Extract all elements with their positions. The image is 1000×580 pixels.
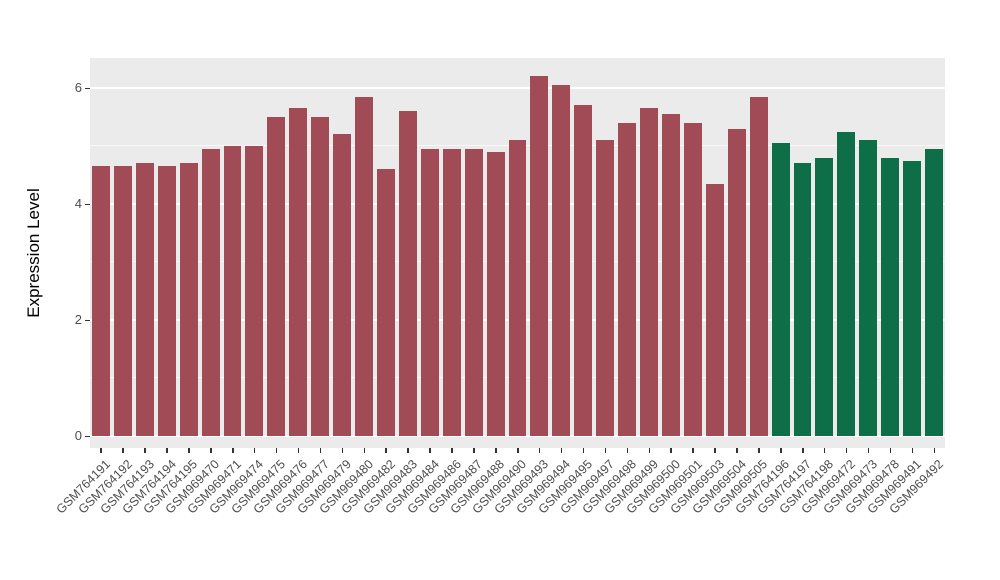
x-axis-tick [670,448,672,453]
x-axis-tick [845,448,848,453]
y-tick-label: 6 [74,80,82,95]
x-axis-tick [495,448,497,453]
bar [245,146,264,436]
bar [91,166,110,436]
x-axis-tick [122,448,124,453]
gridline-major [90,87,945,89]
bar [442,148,461,436]
x-axis-tick [166,448,168,453]
x-axis-tick [297,448,300,453]
bar [311,117,330,436]
bar [464,148,483,436]
bar [837,131,856,436]
bar [727,128,746,436]
bar [376,169,395,436]
bar [771,143,790,436]
x-axis-tick [275,448,278,453]
x-axis-tick [517,448,519,453]
bar [289,108,308,436]
x-axis-tick [144,448,146,453]
x-axis-tick [319,448,322,453]
y-axis-tick [85,319,90,321]
y-tick-label: 4 [74,196,82,211]
y-axis-tick [85,435,90,437]
x-axis-tick [582,448,585,453]
x-axis-tick [407,448,409,453]
gridline-major [90,435,945,437]
bar [113,166,132,436]
bar [596,140,615,436]
bar [859,140,878,436]
bar [486,151,505,436]
bar [157,166,176,436]
bar [355,96,374,436]
x-axis-tick [911,448,914,453]
x-axis-tick [385,448,387,453]
x-axis-tick [538,448,541,453]
x-axis-tick [429,448,431,453]
bar [925,148,944,436]
bar [135,163,154,436]
chart-panel [90,58,945,448]
bar [508,140,527,436]
x-axis-tick [232,448,234,453]
bar [530,76,549,436]
bar [815,157,834,436]
x-axis-tick [802,448,804,453]
bar [705,183,724,436]
x-axis-tick [736,448,738,453]
bar [903,160,922,436]
x-axis-tick [560,448,563,453]
x-axis-tick [714,448,716,453]
x-axis-tick [451,448,453,453]
bar [267,117,286,436]
x-axis-tick [933,448,936,453]
bar [683,122,702,436]
x-axis-tick [604,448,607,453]
bar [333,134,352,436]
x-axis-tick [692,448,694,453]
bar [749,96,768,436]
x-axis-tick [867,448,870,453]
bar [179,163,198,436]
bar [420,148,439,436]
x-axis-tick [780,448,782,453]
y-axis-tick [85,203,90,205]
y-axis-tick [85,87,90,89]
x-axis-tick [100,448,102,453]
bar [881,157,900,436]
y-tick-label: 0 [74,428,82,443]
bar [574,105,593,436]
x-axis-tick [648,448,651,453]
bar [640,108,659,436]
y-axis-title: Expression Level [24,188,43,318]
bar [618,122,637,436]
x-axis-tick [188,448,190,453]
x-axis-tick [363,448,366,453]
bar [552,85,571,436]
x-axis-tick [253,448,256,453]
x-axis-tick [210,448,212,453]
x-axis-tick [823,448,826,453]
x-axis-tick [341,448,344,453]
bar [201,148,220,436]
x-axis-tick [889,448,892,453]
x-axis-tick [758,448,760,453]
bar [793,163,812,436]
bar [398,111,417,436]
bar [223,146,242,436]
x-axis-tick [473,448,475,453]
x-axis-tick [626,448,629,453]
bar [661,114,680,436]
y-tick-label: 2 [74,312,82,327]
